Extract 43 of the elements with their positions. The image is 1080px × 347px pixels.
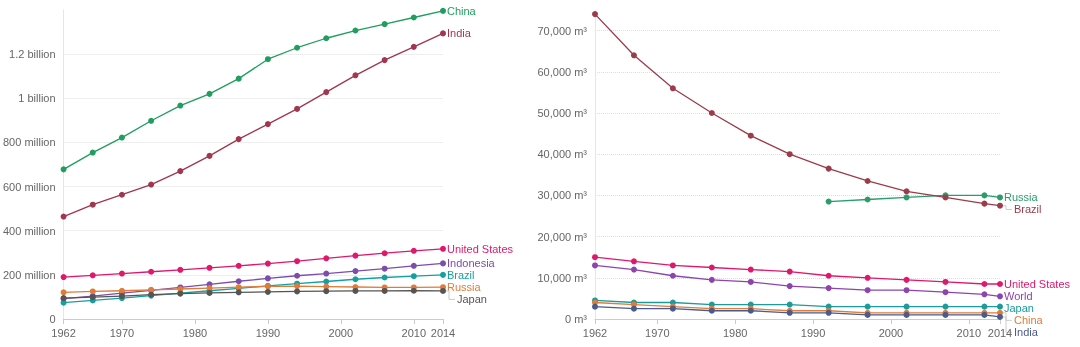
y-tick-label: 40,000 m³ [537,148,588,161]
x-tick-label: 2000 [328,326,354,339]
x-tick-label: 2010 [401,326,427,339]
series-label: United States [1004,277,1071,290]
x-tick-label: 1970 [109,326,135,339]
x-tick-label: 1990 [800,326,826,339]
x-tick-label: 2014 [430,326,456,339]
series-label: Brazil [1014,203,1042,216]
y-tick-label: 400 million [2,224,56,237]
y-tick-label: 60,000 m³ [537,65,588,78]
y-tick-label: 1 billion [18,92,56,105]
x-tick-label: 1962 [51,326,76,339]
series-label: China [1014,314,1044,327]
y-tick-label: 70,000 m³ [537,24,588,37]
x-tick-label: 1980 [182,326,208,339]
y-tick-label: 200 million [2,268,56,281]
y-tick-label: 0 [49,313,56,325]
y-tick-label: 10,000 m³ [537,271,588,284]
series-label: Japan [1004,302,1034,315]
y-tick-label: 800 million [2,136,56,149]
y-tick-label: 600 million [2,180,56,193]
y-tick-label: 0 m³ [565,313,588,325]
y-tick-label: 30,000 m³ [537,189,588,202]
series-label: World [1004,290,1033,303]
x-tick-label: 2000 [878,326,904,339]
x-tick-label: 2014 [987,326,1013,339]
series-label: Russia [1004,191,1039,204]
x-tick-label: 2010 [956,326,982,339]
series-label: India [1014,326,1039,339]
x-tick-label: 1962 [582,326,608,339]
series-label: India [447,27,472,40]
y-tick-label: 20,000 m³ [537,230,588,243]
x-tick-label: 1970 [645,326,670,339]
y-tick-label: 1.2 billion [9,48,56,61]
series-label: Russia [447,281,482,294]
series-label: Indonesia [447,257,496,270]
y-tick-label: 50,000 m³ [537,107,588,119]
series-label: China [447,4,477,17]
series-label: United States [447,242,514,255]
series-label: Brazil [447,269,475,282]
x-tick-label: 1990 [255,326,281,339]
x-tick-label: 1980 [722,326,748,339]
series-label: Japan [457,293,487,306]
